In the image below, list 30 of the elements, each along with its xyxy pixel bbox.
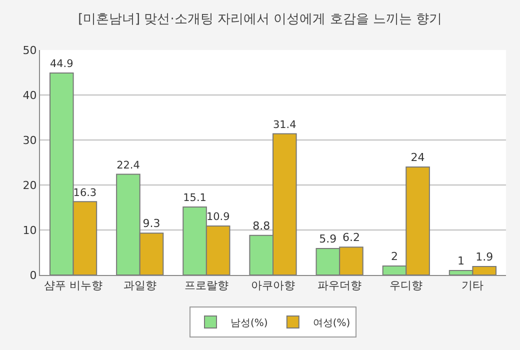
y-tick-label: 50: [22, 44, 37, 57]
data-label: 8.8: [252, 219, 270, 232]
data-label: 22.4: [116, 159, 140, 172]
y-tick-label: 40: [22, 88, 37, 102]
x-tick-label: 아쿠아향: [251, 279, 295, 292]
x-tick-label: 프로랄향: [184, 279, 228, 292]
x-tick-label: 파우더향: [318, 279, 362, 292]
data-label: 44.9: [50, 58, 74, 70]
legend-label: 남성(%): [230, 318, 268, 329]
data-label: 1.9: [476, 250, 494, 264]
data-label: 10.9: [206, 211, 230, 224]
data-label: 2: [390, 250, 398, 263]
legend-label: 여성(%): [312, 318, 350, 329]
data-label: 6.2: [342, 231, 360, 244]
x-tick-label: 기타: [462, 279, 484, 292]
data-label: 31.4: [273, 118, 297, 131]
data-label: 5.9: [319, 232, 337, 246]
chart-title: [미혼남녀] 맞선·소개팅 자리에서 이성에게 호감을 느끼는 향기: [78, 12, 442, 28]
x-tick-label: 우디향: [390, 279, 423, 292]
x-tick-label: 샴푸 비누향: [44, 279, 103, 292]
data-label: 15.1: [183, 192, 206, 204]
data-label: 24: [410, 151, 425, 164]
data-label: 1: [458, 254, 465, 268]
y-tick-label: 20: [22, 178, 37, 192]
y-tick-label: 0: [30, 268, 37, 282]
y-tick-label: 30: [22, 134, 37, 147]
data-label: 9.3: [142, 217, 160, 230]
y-tick-label: 10: [22, 224, 37, 237]
x-tick-label: 과일향: [123, 279, 156, 292]
data-label: 16.3: [73, 186, 97, 199]
